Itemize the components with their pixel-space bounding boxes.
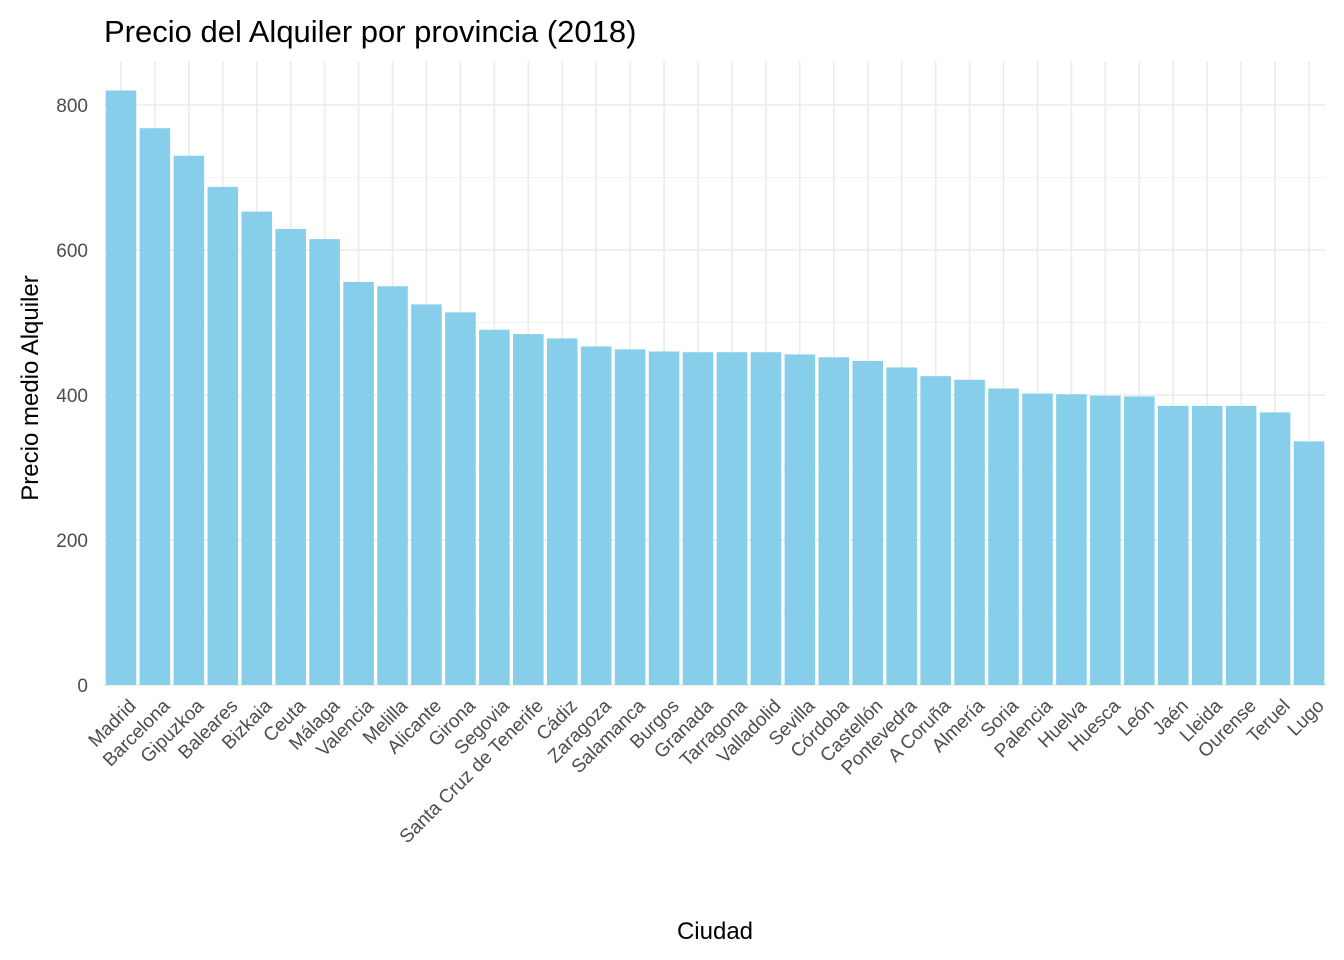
bar — [1090, 395, 1121, 685]
bar — [377, 286, 408, 685]
bar — [139, 128, 171, 685]
y-axis-title: Precio medio Alquiler — [17, 275, 44, 500]
x-axis-ticks: MadridBarcelonaGipuzkoaBalearesBizkaiaCe… — [85, 695, 1329, 847]
y-tick-label: 200 — [56, 531, 88, 552]
bar — [988, 388, 1019, 685]
bar — [852, 360, 884, 685]
x-axis-title: Ciudad — [677, 918, 753, 945]
bar — [411, 304, 442, 685]
bar — [818, 357, 850, 685]
bar — [445, 312, 476, 685]
bar — [207, 186, 239, 686]
bar — [614, 349, 646, 685]
x-tick-label: León — [1114, 696, 1159, 741]
bar — [479, 329, 510, 685]
bar — [1157, 405, 1189, 685]
bar — [1293, 441, 1325, 685]
y-tick-label: 0 — [77, 676, 88, 697]
bar — [105, 90, 137, 685]
y-axis-ticks: 0 200 400 600 800 — [56, 96, 88, 697]
bar — [1225, 405, 1257, 685]
chart-title: Precio del Alquiler por provincia (2018) — [104, 14, 636, 49]
bar — [513, 334, 544, 685]
bar — [173, 155, 205, 685]
y-tick-label: 800 — [56, 96, 88, 117]
bar — [1124, 396, 1155, 685]
bar — [886, 367, 917, 685]
bar — [750, 352, 782, 685]
bar — [1259, 412, 1291, 685]
bar — [716, 352, 748, 685]
bar — [1056, 394, 1087, 685]
bar — [1191, 405, 1223, 685]
bar — [1022, 393, 1053, 685]
x-tick-label: Lugo — [1284, 696, 1329, 741]
bar — [682, 352, 714, 685]
bar — [580, 346, 612, 685]
bar — [920, 376, 951, 685]
bar — [241, 211, 273, 685]
bar — [784, 354, 816, 685]
bar — [546, 338, 578, 685]
bars — [105, 90, 1325, 686]
bar — [343, 281, 374, 685]
y-tick-label: 600 — [56, 241, 88, 262]
bar — [275, 228, 306, 685]
y-tick-label: 400 — [56, 386, 88, 407]
bar — [648, 351, 680, 685]
bar — [954, 379, 985, 685]
bar — [309, 239, 340, 685]
